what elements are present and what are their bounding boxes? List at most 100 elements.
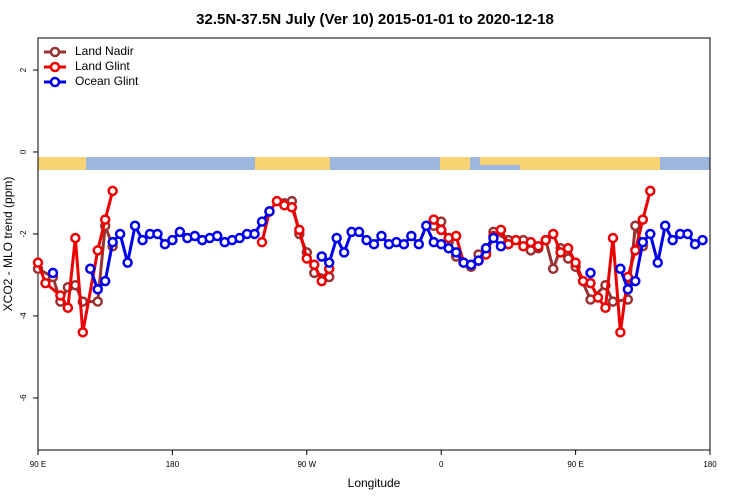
land-strip: [480, 157, 520, 165]
data-point: [114, 228, 126, 240]
data-point: [152, 228, 163, 240]
data-point: [92, 245, 103, 256]
data-point: [92, 296, 103, 307]
data-point: [32, 257, 44, 268]
y-tick-label: -2: [19, 230, 28, 238]
data-point: [316, 251, 327, 262]
data-point: [428, 214, 439, 225]
data-point: [122, 257, 133, 268]
data-point: [256, 216, 268, 227]
data-point: [488, 232, 499, 244]
y-tick-label: 2: [19, 67, 28, 72]
land-strip: [440, 157, 470, 170]
data-point: [689, 238, 701, 250]
data-point: [450, 247, 462, 258]
data-point: [234, 232, 245, 244]
data-point: [645, 228, 656, 240]
data-point: [435, 224, 447, 236]
data-point: [323, 257, 335, 268]
data-point: [294, 224, 305, 236]
y-tick-label: 0: [19, 149, 28, 154]
x-tick-label: 90 E: [567, 460, 583, 469]
data-point: [667, 234, 678, 246]
data-point: [256, 236, 268, 248]
data-point: [480, 243, 492, 254]
data-point: [309, 259, 320, 270]
x-tick-label: 0: [439, 460, 444, 469]
data-point: [465, 259, 477, 270]
data-point: [137, 234, 148, 246]
data-point: [510, 234, 522, 246]
data-point: [62, 302, 74, 313]
data-point: [495, 224, 507, 236]
data-point: [615, 263, 626, 275]
data-point: [398, 238, 410, 250]
data-point: [637, 236, 649, 248]
data-point: [413, 238, 425, 250]
data-point: [540, 234, 551, 246]
data-point: [264, 206, 275, 217]
legend-label: Land Glint: [75, 59, 130, 73]
data-point: [495, 241, 507, 252]
data-point: [697, 234, 708, 246]
data-point: [645, 185, 656, 197]
data-point: [286, 202, 298, 213]
x-tick-label: 90 W: [297, 460, 316, 469]
data-point: [353, 226, 365, 238]
data-point: [630, 245, 641, 256]
data-point: [368, 238, 380, 250]
data-point: [376, 230, 387, 242]
data-point: [525, 236, 537, 248]
data-point: [189, 230, 201, 242]
data-point: [249, 228, 260, 240]
data-point: [107, 185, 118, 197]
data-point: [607, 232, 619, 244]
legend-label: Ocean Glint: [75, 74, 139, 88]
data-point: [129, 220, 141, 232]
data-point: [682, 228, 693, 240]
x-tick-label: 180: [703, 460, 717, 469]
data-point: [585, 277, 596, 289]
data-point: [70, 232, 81, 244]
data-point: [547, 228, 559, 240]
data-point: [562, 243, 574, 254]
x-axis-label: Longitude: [348, 476, 401, 490]
data-point: [174, 226, 186, 238]
plot-frame: [37, 37, 711, 451]
data-point: [592, 292, 604, 303]
y-tick-label: -6: [19, 394, 28, 402]
land-strip: [38, 157, 86, 170]
data-point: [99, 275, 111, 287]
data-point: [211, 230, 223, 242]
data-point: [301, 253, 313, 264]
x-tick-label: 90 E: [30, 460, 46, 469]
data-point: [85, 263, 96, 275]
data-point: [615, 327, 626, 338]
data-point: [547, 263, 559, 275]
data-point: [637, 214, 649, 225]
y-axis-label: XCO2 - MLO trend (ppm): [1, 177, 15, 312]
legend-label: Land Nadir: [75, 44, 134, 58]
data-point: [473, 255, 484, 266]
data-point: [659, 220, 671, 232]
legend-marker: [49, 46, 61, 58]
x-tick-label: 180: [166, 460, 180, 469]
data-point: [361, 234, 372, 246]
data-point: [555, 247, 566, 258]
data-point: [40, 277, 51, 289]
data-point: [159, 238, 171, 250]
data-point: [271, 195, 283, 207]
data-point: [607, 296, 619, 307]
land-strip: [255, 157, 330, 170]
land-strip: [520, 157, 660, 170]
chart-title: 32.5N-37.5N July (Ver 10) 2015-01-01 to …: [196, 11, 554, 28]
data-point: [167, 234, 178, 246]
data-point: [421, 220, 432, 232]
data-point: [630, 220, 641, 232]
data-point: [55, 290, 66, 301]
data-point: [107, 236, 118, 248]
data-point: [99, 214, 111, 225]
data-point: [77, 327, 89, 338]
data-point: [533, 241, 544, 252]
